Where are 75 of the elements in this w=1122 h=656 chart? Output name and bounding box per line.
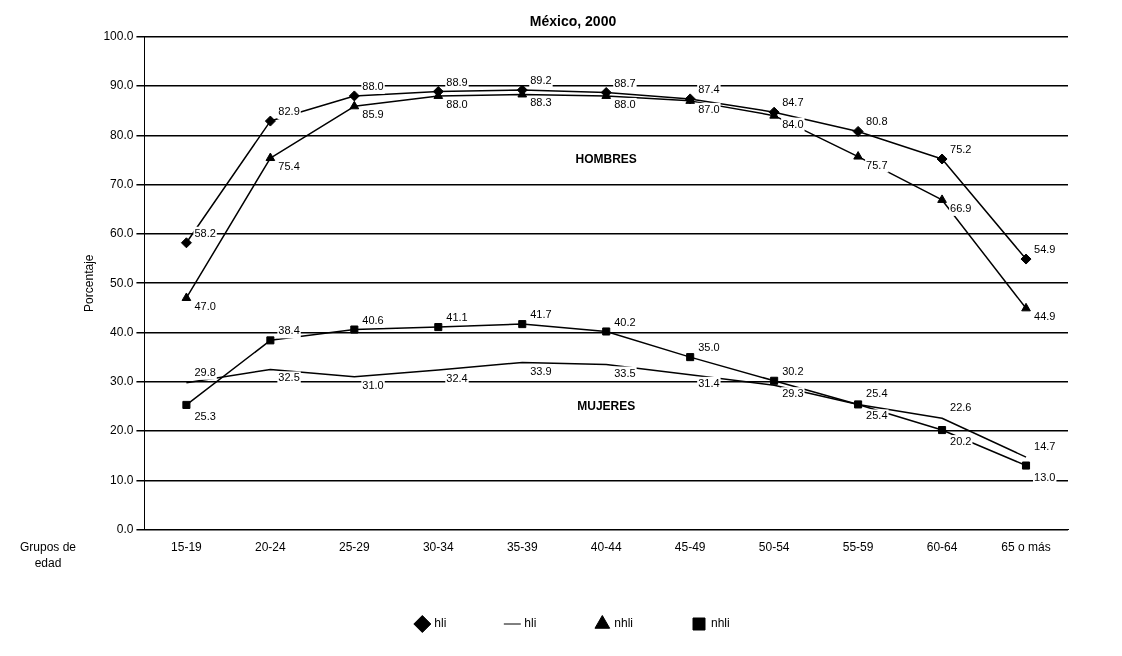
x-tick-label: 20-24 [255,540,287,555]
data-label: 32.4 [446,371,468,384]
x-tick-label: 30-34 [422,540,454,555]
x-tick-label: 50-54 [758,540,790,555]
data-label: 89.2 [530,74,552,87]
data-label: 88.0 [362,79,384,92]
y-tick-label: 0.0 [116,521,134,536]
data-label: 25.3 [194,409,216,422]
data-label: 87.0 [698,102,720,115]
data-label: 25.4 [866,387,888,400]
x-tick-label: 45-49 [674,540,706,555]
data-label: 75.7 [866,158,888,171]
data-label: 20.2 [950,435,972,448]
data-label: 75.2 [950,143,972,156]
data-label: 40.2 [614,315,636,328]
y-tick-label: 10.0 [110,472,134,487]
y-tick-label: 90.0 [110,78,134,93]
data-label: 84.7 [782,96,804,109]
data-label: 40.6 [362,313,384,326]
data-label: 44.9 [1034,310,1056,323]
x-tick-label: 35-39 [506,540,538,555]
data-label: 14.7 [1034,440,1056,453]
data-label: 87.4 [698,82,720,95]
data-label: 41.1 [446,311,468,324]
x-tick-label: 15-19 [171,540,203,555]
y-tick-label: 40.0 [110,324,134,339]
data-label: 47.0 [194,300,216,313]
data-label: 88.0 [446,97,468,110]
data-label: 13.0 [1034,470,1056,483]
legend-label: nhli [711,616,730,631]
data-label: 31.4 [698,376,720,389]
y-tick-label: 70.0 [110,176,134,191]
x-tick-label: 60-64 [926,540,958,555]
legend-label: nhli [614,616,634,631]
data-label: 88.7 [614,76,636,89]
x-tick-label: 65 o más [1001,540,1051,555]
data-label: 33.9 [530,364,552,377]
data-label: 80.8 [866,115,888,128]
x-tick-label: 40-44 [590,540,622,555]
data-label: 33.5 [614,366,636,379]
y-tick-label: 60.0 [110,226,134,241]
y-tick-label: 30.0 [110,374,134,389]
data-label: 88.3 [530,96,552,109]
data-label: 30.2 [782,364,804,377]
y-tick-label: 50.0 [110,275,134,290]
data-label: 35.0 [698,341,720,354]
data-label: 38.4 [278,324,300,337]
x-axis-title: Grupos de edad [19,540,77,571]
data-label: 88.0 [614,97,636,110]
data-label: 29.3 [782,387,804,400]
data-label: 22.6 [950,401,972,414]
data-label: 31.0 [362,378,384,391]
data-label: 66.9 [950,201,972,214]
chart-title: México, 2000 [529,13,617,30]
x-tick-label: 25-29 [338,540,370,555]
data-label: 29.8 [194,365,216,378]
legend-label: hli [524,616,537,631]
data-label: 88.9 [446,75,468,88]
data-label: 25.4 [866,409,888,422]
data-label: 85.9 [362,108,384,121]
y-tick-label: 100.0 [103,29,134,44]
data-label: 58.2 [194,226,216,239]
annotation: HOMBRES [575,152,637,167]
y-tick-label: 80.0 [110,127,134,142]
y-axis-title: Porcentaje [81,254,96,312]
data-label: 84.0 [782,117,804,130]
data-label: 82.9 [278,105,300,118]
x-tick-label: 55-59 [842,540,874,555]
data-label: 41.7 [530,308,552,321]
annotation: MUJERES [577,398,636,413]
data-label: 54.9 [1034,243,1056,256]
legend-label: hli [434,616,447,631]
y-tick-label: 20.0 [110,423,134,438]
data-label: 32.5 [278,371,300,384]
data-label: 75.4 [278,160,300,173]
